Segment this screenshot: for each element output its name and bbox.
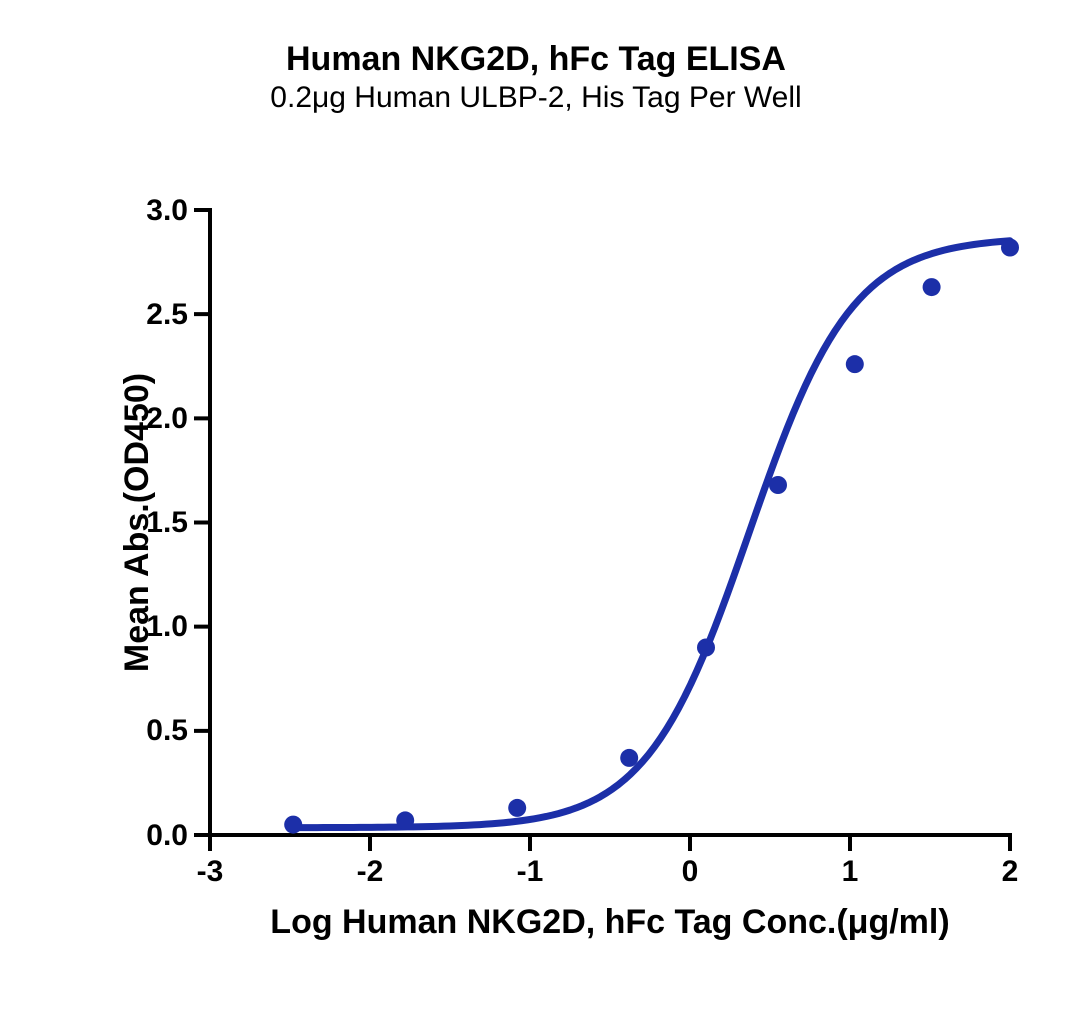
x-tick-label: -1 (490, 855, 570, 889)
data-point (508, 799, 526, 817)
fit-curve (293, 241, 1010, 828)
data-point (923, 278, 941, 296)
data-point (769, 476, 787, 494)
y-tick-label: 0.0 (146, 819, 188, 853)
x-tick-label: -3 (170, 855, 250, 889)
x-tick-label: -2 (330, 855, 410, 889)
y-tick-label: 0.5 (146, 714, 188, 748)
elisa-chart: Human NKG2D, hFc Tag ELISA 0.2μg Human U… (0, 0, 1072, 1004)
y-tick-label: 2.0 (146, 402, 188, 436)
x-tick-label: 1 (810, 855, 890, 889)
x-tick-label: 0 (650, 855, 730, 889)
y-tick-label: 3.0 (146, 194, 188, 228)
data-point (1001, 239, 1019, 257)
chart-svg (0, 0, 1072, 1004)
data-point (620, 749, 638, 767)
data-point (284, 816, 302, 834)
data-point (396, 811, 414, 829)
data-point (846, 355, 864, 373)
y-tick-label: 1.5 (146, 506, 188, 540)
x-tick-label: 2 (970, 855, 1050, 889)
data-point (697, 639, 715, 657)
x-axis-label: Log Human NKG2D, hFc Tag Conc.(μg/ml) (210, 903, 1010, 942)
y-tick-label: 2.5 (146, 298, 188, 332)
y-tick-label: 1.0 (146, 610, 188, 644)
